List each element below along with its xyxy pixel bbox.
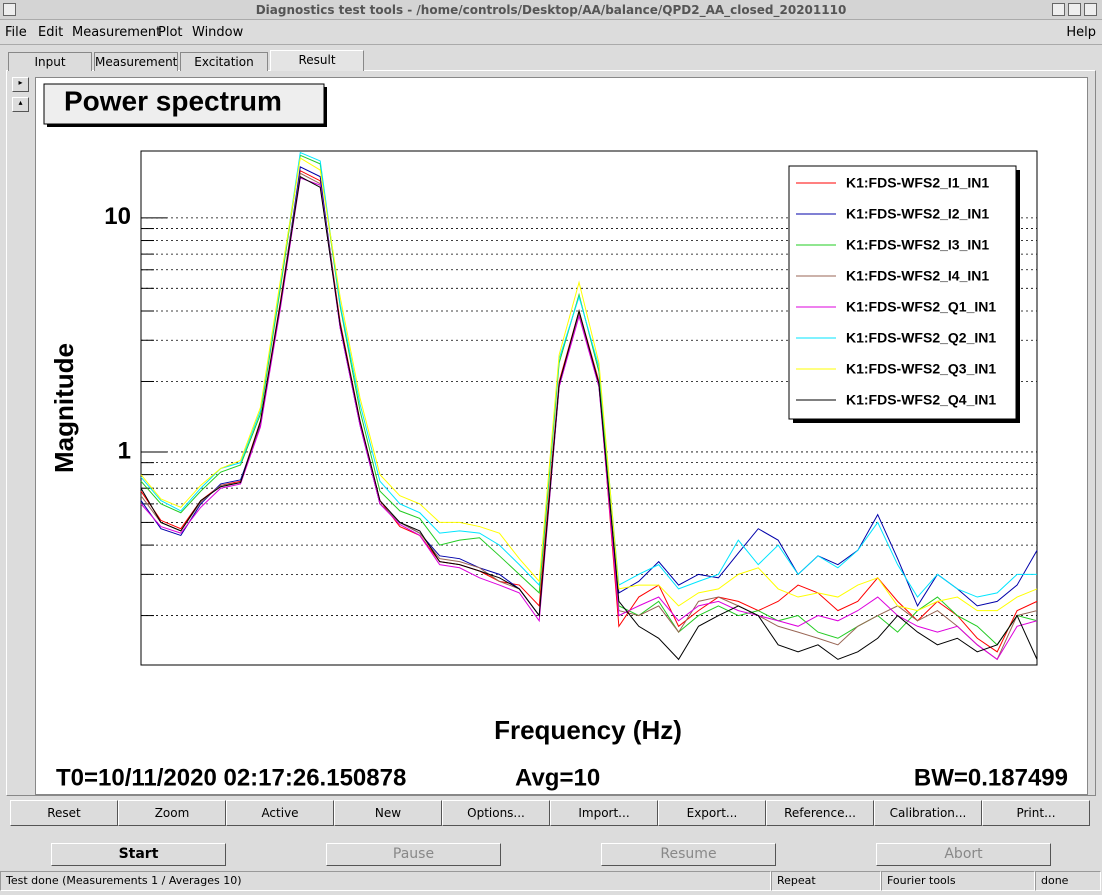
tab[interactable]: Input (8, 52, 92, 71)
control-button[interactable]: Abort (876, 843, 1051, 866)
tab[interactable]: Excitation (180, 52, 268, 71)
y-axis-label: Magnitude (49, 343, 79, 473)
close-button[interactable] (1084, 3, 1097, 16)
plot-button[interactable]: New (334, 800, 442, 826)
legend-label: K1:FDS-WFS2_Q1_IN1 (846, 299, 996, 315)
menu-item[interactable]: Edit (38, 25, 64, 40)
legend-label: K1:FDS-WFS2_Q3_IN1 (846, 361, 996, 377)
series-line (140, 157, 1038, 612)
separator (0, 44, 1102, 45)
bw-info: BW=0.187499 (914, 764, 1068, 791)
plot-button[interactable]: Calibration... (874, 800, 982, 826)
menu-item[interactable]: File (5, 25, 27, 40)
status-field: Test done (Measurements 1 / Averages 10) (0, 871, 771, 891)
tab-panel (6, 70, 1096, 796)
y-tick-label: 10 (104, 203, 131, 230)
plot-button[interactable]: Options... (442, 800, 550, 826)
legend-label: K1:FDS-WFS2_I1_IN1 (846, 175, 989, 191)
control-button[interactable]: Start (51, 843, 226, 866)
menu-item[interactable]: Measurement (72, 25, 162, 40)
plot-button[interactable]: Import... (550, 800, 658, 826)
status-field: Repeat (771, 871, 881, 891)
legend-label: K1:FDS-WFS2_Q4_IN1 (846, 392, 996, 408)
maximize-button[interactable] (1068, 3, 1081, 16)
window-menu-button[interactable] (3, 3, 16, 16)
legend-label: K1:FDS-WFS2_I3_IN1 (846, 237, 989, 253)
scroll-down[interactable]: ▴ (12, 97, 29, 112)
plot-button[interactable]: Export... (658, 800, 766, 826)
chart: Power spectrum Magnitude Frequency (Hz) … (35, 77, 1088, 795)
control-button[interactable]: Pause (326, 843, 501, 866)
window-title: Diagnostics test tools - /home/controls/… (0, 0, 1102, 20)
legend-label: K1:FDS-WFS2_Q2_IN1 (846, 330, 996, 346)
status-field: Fourier tools (881, 871, 1035, 891)
tab[interactable]: Result (270, 50, 364, 71)
title-box (43, 83, 325, 125)
plot-button[interactable]: Zoom (118, 800, 226, 826)
chart-title: Power spectrum (64, 85, 282, 116)
t0-info: T0=10/11/2020 02:17:26.150878 (56, 764, 406, 791)
y-tick-label: 1 (118, 437, 131, 464)
status-field: done (1035, 871, 1101, 891)
plot-button[interactable]: Reset (10, 800, 118, 826)
menu-item[interactable]: Window (192, 25, 244, 40)
menu-item[interactable]: Plot (158, 25, 183, 40)
legend-label: K1:FDS-WFS2_I2_IN1 (846, 206, 989, 222)
legend-label: K1:FDS-WFS2_I4_IN1 (846, 268, 989, 284)
legend (788, 165, 1017, 420)
scroll-up[interactable]: ▸ (12, 77, 29, 92)
x-axis-label: Frequency (Hz) (494, 715, 682, 745)
tab[interactable]: Measurement (94, 52, 178, 71)
plot-button[interactable]: Reference... (766, 800, 874, 826)
plot-button[interactable]: Print... (982, 800, 1090, 826)
series-line (140, 175, 1038, 661)
menu-item[interactable]: Help (1066, 25, 1096, 40)
control-button[interactable]: Resume (601, 843, 776, 866)
minimize-button[interactable] (1052, 3, 1065, 16)
plot-button[interactable]: Active (226, 800, 334, 826)
plot-frame (140, 150, 1038, 666)
avg-info: Avg=10 (515, 764, 600, 791)
